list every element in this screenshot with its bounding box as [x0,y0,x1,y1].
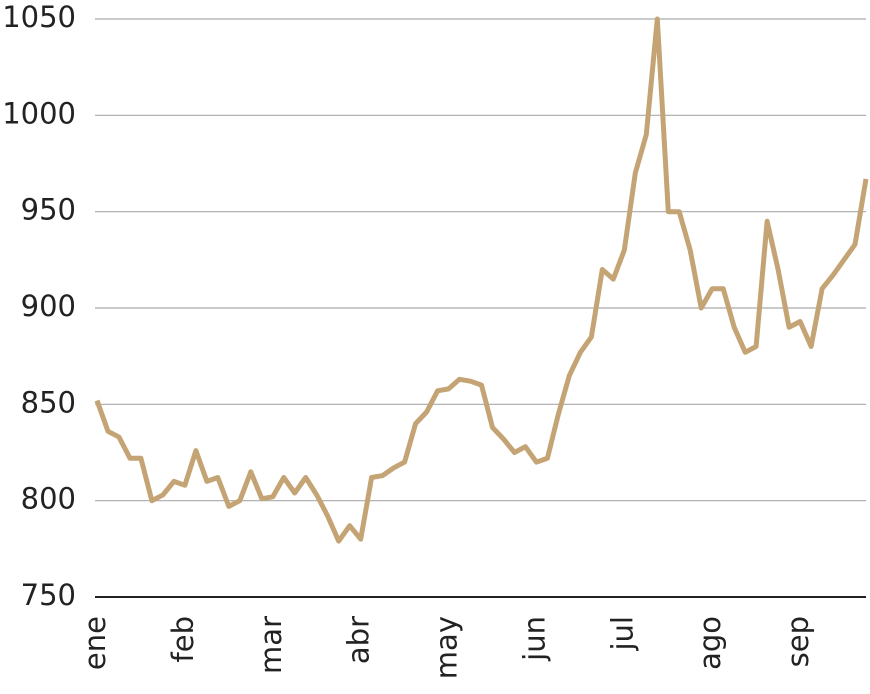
x-tick-label: mar [254,616,288,674]
x-tick-label: ene [78,616,112,670]
x-tick-label: sep [781,616,815,667]
y-tick-label: 850 [21,385,76,419]
x-tick-label: jun [517,616,551,662]
x-tick-label: jul [605,616,639,652]
x-tick-label: ago [693,616,727,670]
y-tick-label: 1000 [2,96,76,130]
x-tick-label: may [430,616,464,679]
x-tick-label: feb [166,616,200,662]
x-tick-label: abr [342,616,376,664]
y-tick-label: 1050 [2,0,76,34]
y-tick-label: 750 [21,578,76,612]
y-tick-label: 900 [21,289,76,323]
y-tick-label: 800 [21,482,76,516]
y-tick-label: 950 [21,193,76,227]
price-line [94,16,869,544]
